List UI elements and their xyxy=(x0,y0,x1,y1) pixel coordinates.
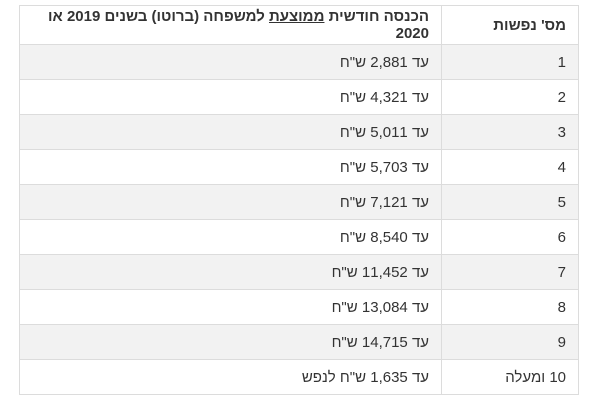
cell-income: עד 1,635 ש"ח לנפש xyxy=(19,359,442,395)
cell-income: עד 5,011 ש"ח xyxy=(19,114,442,150)
cell-people: 7 xyxy=(441,254,579,290)
header-row: מס' נפשות הכנסה חודשית ממוצעת למשפחה (בר… xyxy=(19,5,579,45)
cell-people: 3 xyxy=(441,114,579,150)
cell-income: עד 8,540 ש"ח xyxy=(19,219,442,255)
table-row: 5 עד 7,121 ש"ח xyxy=(19,184,579,220)
cell-people: 4 xyxy=(441,149,579,185)
cell-income: עד 13,084 ש"ח xyxy=(19,289,442,325)
table-body: 1 עד 2,881 ש"ח 2 עד 4,321 ש"ח 3 עד 5,011… xyxy=(19,44,579,395)
table-row: 2 עד 4,321 ש"ח xyxy=(19,79,579,115)
table-row: 10 ומעלה עד 1,635 ש"ח לנפש xyxy=(19,359,579,395)
cell-income: עד 4,321 ש"ח xyxy=(19,79,442,115)
table-row: 7 עד 11,452 ש"ח xyxy=(19,254,579,290)
cell-people: 8 xyxy=(441,289,579,325)
table-row: 3 עד 5,011 ש"ח xyxy=(19,114,579,150)
cell-people: 5 xyxy=(441,184,579,220)
income-table-container: מס' נפשות הכנסה חודשית ממוצעת למשפחה (בר… xyxy=(19,5,579,395)
cell-income: עד 11,452 ש"ח xyxy=(19,254,442,290)
header-income-prefix: הכנסה חודשית xyxy=(324,8,429,25)
header-income-suffix: למשפחה (ברוטו) בשנים 2019 או 2020 xyxy=(48,8,429,42)
table-header: מס' נפשות הכנסה חודשית ממוצעת למשפחה (בר… xyxy=(19,5,579,45)
table-row: 8 עד 13,084 ש"ח xyxy=(19,289,579,325)
header-people: מס' נפשות xyxy=(441,5,579,45)
cell-income: עד 2,881 ש"ח xyxy=(19,44,442,80)
cell-people: 10 ומעלה xyxy=(441,359,579,395)
table-row: 9 עד 14,715 ש"ח xyxy=(19,324,579,360)
table-row: 1 עד 2,881 ש"ח xyxy=(19,44,579,80)
header-income-underlined: ממוצעת xyxy=(268,8,325,25)
header-income: הכנסה חודשית ממוצעת למשפחה (ברוטו) בשנים… xyxy=(19,5,442,45)
cell-people: 2 xyxy=(441,79,579,115)
cell-income: עד 7,121 ש"ח xyxy=(19,184,442,220)
cell-people: 9 xyxy=(441,324,579,360)
cell-people: 1 xyxy=(441,44,579,80)
cell-income: עד 14,715 ש"ח xyxy=(19,324,442,360)
cell-people: 6 xyxy=(441,219,579,255)
table-row: 4 עד 5,703 ש"ח xyxy=(19,149,579,185)
table-row: 6 עד 8,540 ש"ח xyxy=(19,219,579,255)
income-table: מס' נפשות הכנסה חודשית ממוצעת למשפחה (בר… xyxy=(19,5,579,395)
cell-income: עד 5,703 ש"ח xyxy=(19,149,442,185)
